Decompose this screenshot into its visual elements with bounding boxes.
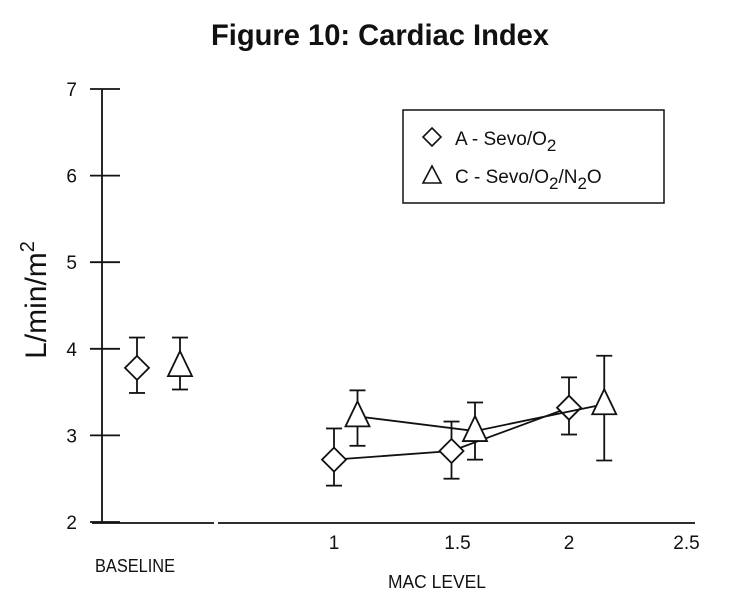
y-tick-label: 7 [66, 80, 77, 101]
legend-diamond-icon [421, 126, 443, 148]
series-a-marker [320, 446, 348, 473]
legend-text: A - Sevo/O [455, 129, 547, 150]
series-a-marker [555, 394, 583, 421]
legend-text: /N [558, 167, 577, 188]
y-axis-label-sup: 2 [17, 241, 39, 252]
x-axis-label: MAC LEVEL [388, 572, 486, 592]
baseline-label: BASELINE [95, 556, 175, 576]
x-tick-label: 2.5 [673, 533, 699, 554]
legend-entry-c: C - Sevo/O2/N2O [455, 167, 602, 193]
y-tick-label: 3 [66, 426, 77, 447]
x-tick-label: 2 [564, 533, 575, 554]
y-tick-label: 5 [66, 253, 77, 274]
series-c-baseline-marker [166, 349, 194, 378]
legend-subscript: 2 [547, 136, 556, 155]
chart-title: Figure 10: Cardiac Index [211, 19, 549, 52]
y-tick-label: 4 [66, 340, 77, 361]
legend-text: O [587, 167, 602, 188]
plot-area [123, 336, 618, 487]
series-c-marker [590, 387, 618, 416]
series-a-baseline-marker [123, 354, 151, 382]
legend-subscript: 2 [577, 174, 586, 193]
legend-entry-a: A - Sevo/O2 [455, 129, 556, 155]
series-c-marker [461, 413, 489, 442]
x-ticks: 1 1.5 2 2.5 [329, 533, 700, 554]
y-axis-label: L/min/m2 [17, 241, 53, 359]
legend-box [402, 109, 665, 204]
y-axis-label-text: L/min/m [20, 252, 53, 359]
y-tick-label: 2 [66, 513, 77, 534]
series-c-marker [344, 399, 371, 428]
series-a-marker [438, 437, 465, 465]
legend-triangle-icon [421, 164, 443, 184]
legend-text: C - Sevo/O [455, 167, 549, 188]
y-ticks: 2 3 4 5 6 7 [66, 80, 120, 534]
legend-subscript: 2 [549, 174, 558, 193]
x-tick-label: 1 [329, 533, 340, 554]
x-tick-label: 1.5 [444, 533, 470, 554]
y-tick-label: 6 [66, 167, 77, 188]
legend: A - Sevo/O2 C - Sevo/O2/N2O [402, 109, 665, 204]
axes [92, 89, 695, 524]
